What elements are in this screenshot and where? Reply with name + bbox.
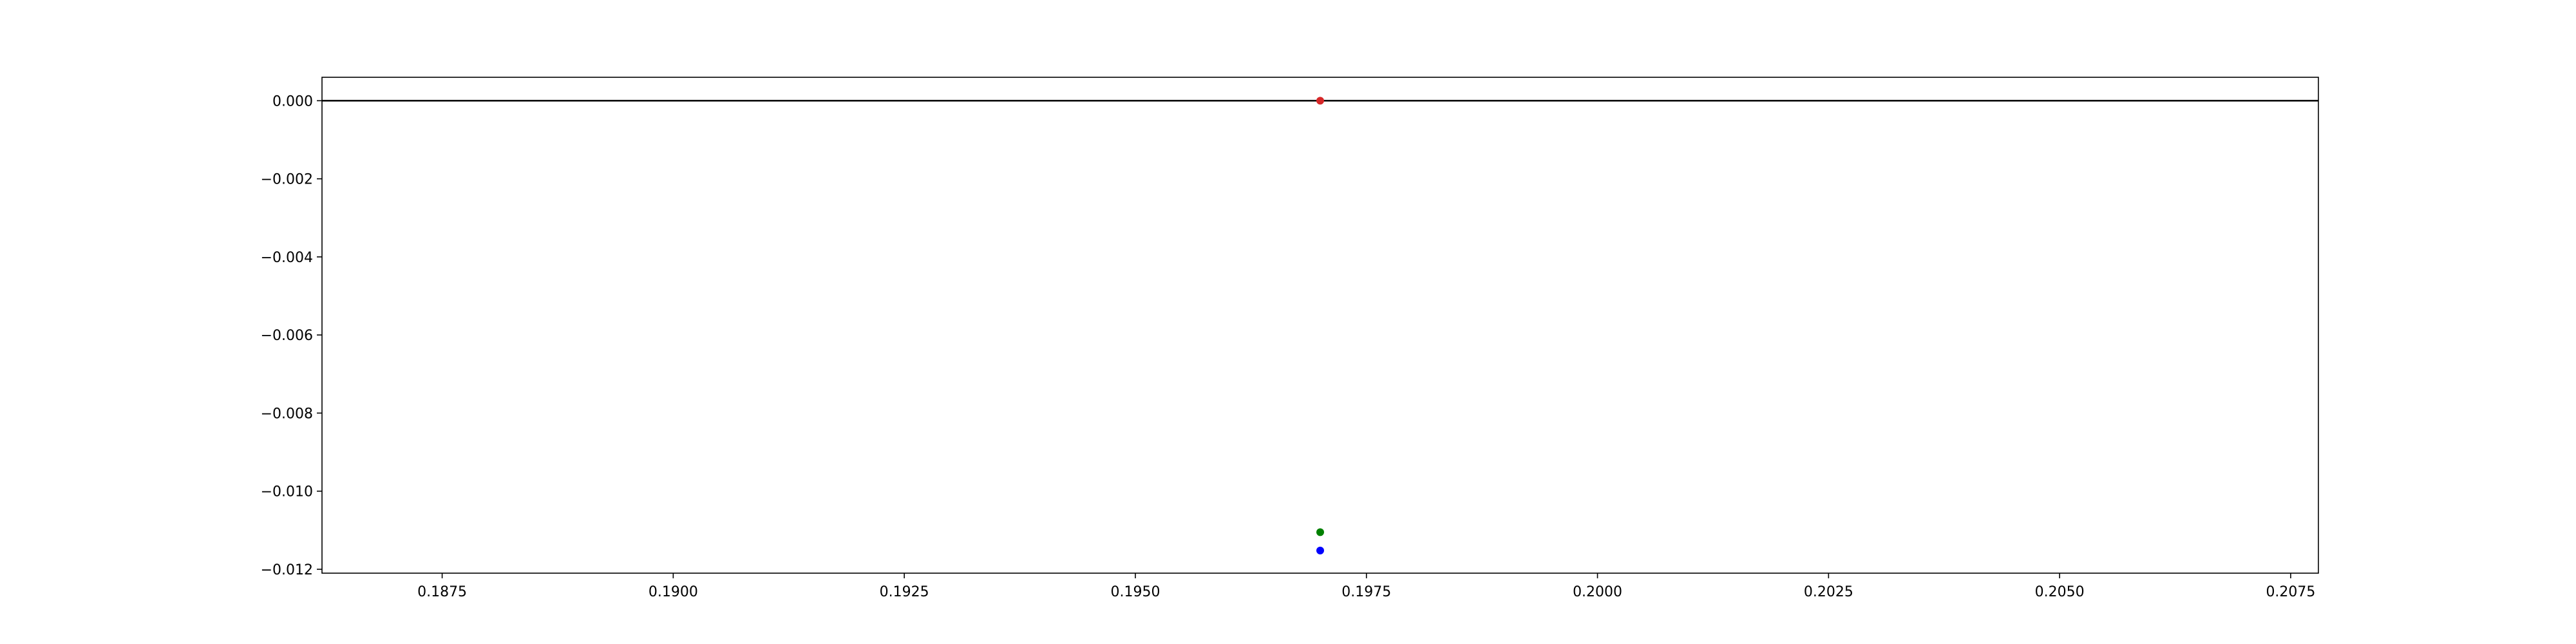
x-tick-label: 0.1900 bbox=[649, 584, 698, 600]
data-points bbox=[1316, 97, 1324, 554]
y-tick-label: −0.006 bbox=[261, 328, 313, 344]
y-tick-label: −0.004 bbox=[261, 250, 313, 266]
y-tick-label: −0.012 bbox=[261, 562, 313, 578]
x-tick-label: 0.1975 bbox=[1341, 584, 1391, 600]
scatter-point bbox=[1316, 546, 1324, 554]
x-axis: 0.1875 0.1900 0.1925 0.1950 0.1975 0.2000 0.20… bbox=[417, 573, 2315, 600]
y-tick-label: −0.010 bbox=[261, 484, 313, 500]
y-axis: 0.000 −0.002 −0.004 −0.006 −0.008 −0.010 −0.01… bbox=[261, 93, 322, 578]
x-tick-label: 0.1925 bbox=[880, 584, 929, 600]
x-tick-label: 0.2050 bbox=[2035, 584, 2085, 600]
scatter-point bbox=[1316, 528, 1324, 536]
y-tick-label: −0.008 bbox=[261, 406, 313, 422]
scatter-point bbox=[1316, 97, 1324, 105]
x-tick-label: 0.2025 bbox=[1804, 584, 1853, 600]
plot-frame bbox=[321, 77, 2319, 574]
x-tick-label: 0.1875 bbox=[417, 584, 467, 600]
y-tick-label: 0.000 bbox=[272, 93, 313, 109]
y-tick-label: −0.002 bbox=[261, 172, 313, 188]
x-tick-label: 0.2075 bbox=[2266, 584, 2315, 600]
x-tick-label: 0.1950 bbox=[1110, 584, 1160, 600]
x-tick-label: 0.2000 bbox=[1573, 584, 1622, 600]
